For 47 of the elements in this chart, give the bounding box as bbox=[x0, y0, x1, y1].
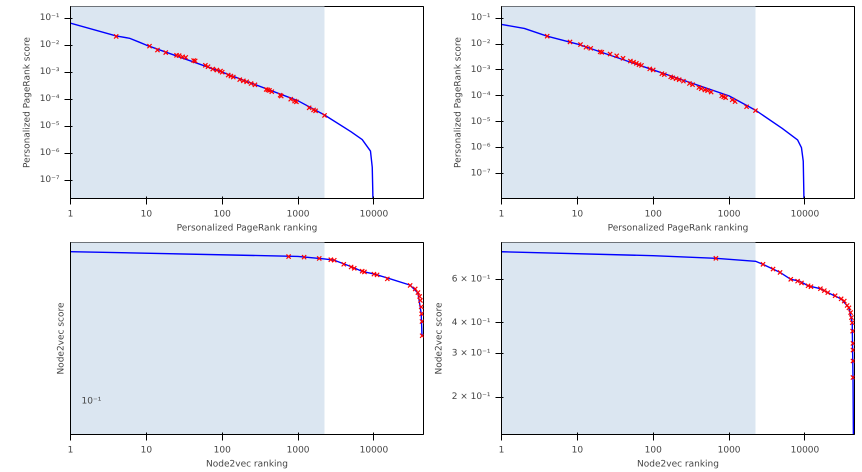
x-tick-label: 1000 bbox=[286, 210, 310, 220]
y-tick-label: 10⁻³ bbox=[40, 67, 60, 78]
y-tick-label: 10⁻⁴ bbox=[470, 90, 491, 101]
x-tick-label: 1 bbox=[498, 446, 504, 456]
y-tick-label: 10⁻² bbox=[40, 40, 60, 50]
x-tick-label: 100 bbox=[214, 446, 232, 456]
annotation: 10⁻¹ bbox=[82, 396, 102, 406]
x-tick-label: 100 bbox=[644, 446, 662, 456]
y-tick-label: 10⁻⁵ bbox=[470, 116, 491, 127]
y-tick-label: 4 × 10⁻¹ bbox=[452, 318, 491, 328]
x-tick-label: 1 bbox=[498, 210, 504, 220]
y-tick-label: 10⁻⁷ bbox=[470, 168, 491, 179]
y-tick-label: 10⁻³ bbox=[470, 64, 491, 75]
x-tick-label: 100 bbox=[214, 210, 232, 220]
x-tick-label: 10000 bbox=[790, 210, 820, 220]
x-tick-label: 10 bbox=[572, 210, 584, 220]
y-tick-label: 10⁻¹ bbox=[470, 13, 491, 24]
y-tick-label: 10⁻⁶ bbox=[40, 148, 60, 158]
x-tick-label: 1 bbox=[68, 210, 74, 220]
x-tick-label: 10 bbox=[140, 446, 152, 456]
x-tick-label: 1000 bbox=[718, 446, 741, 456]
y-axis-title: Personalized PageRank score bbox=[22, 36, 33, 168]
x-tick-label: 10000 bbox=[790, 446, 820, 456]
x-tick-label: 100 bbox=[644, 210, 662, 220]
y-axis-title: Personalized PageRank score bbox=[454, 36, 464, 168]
x-axis-title: Node2vec ranking bbox=[206, 460, 288, 470]
y-tick-label: 10⁻¹ bbox=[40, 13, 60, 24]
y-tick-label: 3 × 10⁻¹ bbox=[452, 348, 491, 359]
y-tick-label: 10⁻⁷ bbox=[40, 175, 60, 186]
x-axis-title: Node2vec ranking bbox=[637, 460, 719, 470]
x-tick-label: 1000 bbox=[286, 446, 310, 456]
x-tick-label: 1 bbox=[68, 446, 74, 456]
x-axis-title: Personalized PageRank ranking bbox=[176, 224, 318, 234]
x-tick-label: 10 bbox=[140, 210, 152, 220]
x-tick-label: 10000 bbox=[360, 210, 389, 220]
x-tick-label: 1000 bbox=[718, 210, 741, 220]
y-tick-label: 6 × 10⁻¹ bbox=[452, 274, 491, 284]
x-axis-title: Personalized PageRank ranking bbox=[608, 224, 748, 234]
y-axis-title: Node2vec score bbox=[56, 302, 66, 375]
x-tick-label: 10 bbox=[572, 446, 584, 456]
y-axis-title: Node2vec score bbox=[434, 302, 445, 375]
y-tick-label: 10⁻² bbox=[470, 39, 491, 50]
y-tick-label: 10⁻⁵ bbox=[40, 121, 60, 132]
y-tick-label: 2 × 10⁻¹ bbox=[452, 392, 491, 402]
y-tick-label: 10⁻⁴ bbox=[40, 94, 60, 104]
x-tick-label: 10000 bbox=[360, 446, 389, 456]
y-tick-label: 10⁻⁶ bbox=[470, 142, 491, 153]
